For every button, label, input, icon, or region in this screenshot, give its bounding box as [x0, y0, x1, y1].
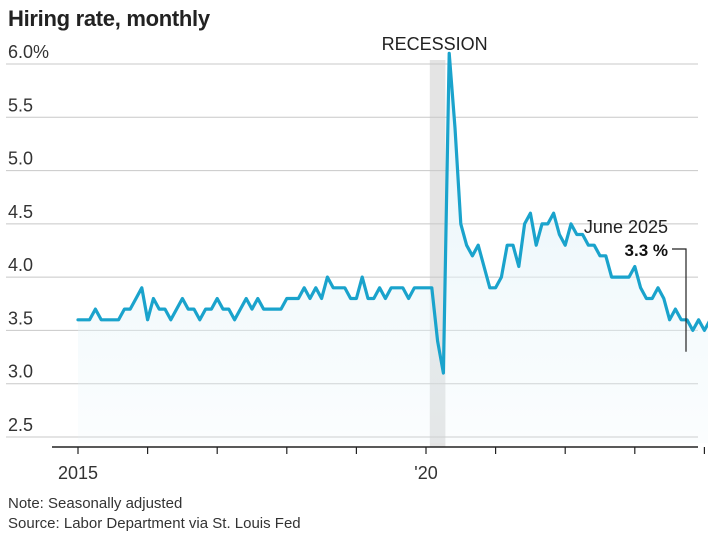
y-tick-label: 3.5 [8, 308, 33, 328]
series-area [78, 53, 708, 443]
chart-title: Hiring rate, monthly [8, 6, 210, 31]
recession-label: RECESSION [382, 34, 488, 54]
x-tick-label: '20 [414, 463, 437, 483]
y-tick-label: 4.0 [8, 255, 33, 275]
line-layer [76, 51, 708, 375]
annotation-layer: June 2025 3.3 % [584, 217, 687, 352]
y-tick-label: 2.5 [8, 415, 33, 435]
axis-layer: 2015'20'25 [52, 446, 706, 483]
annotation-leader [672, 248, 687, 352]
y-tick-label: 3.0 [8, 362, 33, 382]
x-tick-label: 2015 [58, 463, 98, 483]
source-text: Source: Labor Department via St. Louis F… [8, 515, 301, 532]
note-text: Note: Seasonally adjusted [8, 495, 183, 512]
y-tick-label: 4.5 [8, 202, 33, 222]
area-layer [78, 53, 708, 443]
y-tick-label: 6.0% [8, 42, 49, 62]
annotation-value-label: 3.3 % [625, 241, 668, 260]
series-line [76, 51, 708, 375]
y-tick-label: 5.5 [8, 95, 33, 115]
y-tick-label: 5.0 [8, 149, 33, 169]
annotation-date-label: June 2025 [584, 217, 668, 237]
